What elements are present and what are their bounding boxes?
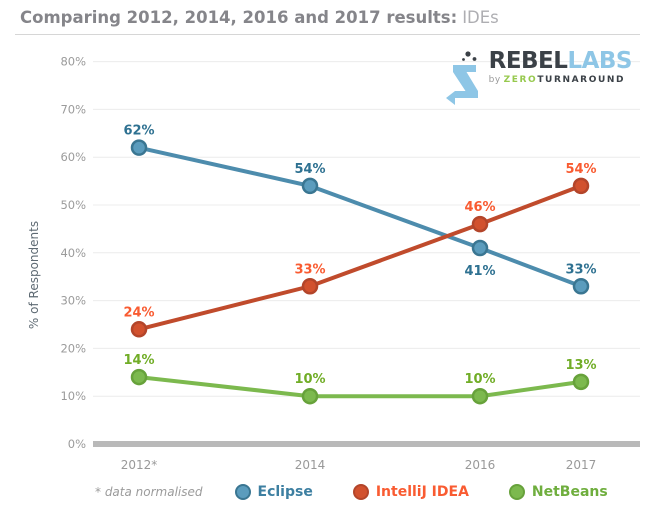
y-tick-label-40: 40% <box>60 246 86 260</box>
point-label-netbeans-2016: 10% <box>464 372 495 387</box>
data-normalised-footnote: * data normalised <box>95 485 203 499</box>
legend-marker-eclipse <box>234 484 251 500</box>
y-tick-label-20: 20% <box>60 341 86 355</box>
point-label-intellij-idea-2017: 54% <box>565 162 596 177</box>
point-label-intellij-idea-2012-: 24% <box>123 305 154 320</box>
x-tick-label-2012-: 2012* <box>121 458 158 472</box>
rebellabs-logo: REBELLABS by ZEROTURNAROUND <box>442 48 632 106</box>
point-label-eclipse-2017: 33% <box>565 262 596 277</box>
y-tick-label-30: 30% <box>60 294 86 308</box>
data-point-intellij-idea-2017 <box>572 177 590 195</box>
y-tick-label-10: 10% <box>60 389 86 403</box>
page-title-suffix: IDEs <box>462 8 499 27</box>
legend-item-eclipse: Eclipse <box>234 484 313 500</box>
x-tick-label-2017: 2017 <box>566 458 597 472</box>
point-label-intellij-idea-2014: 33% <box>294 262 325 277</box>
data-point-netbeans-2012- <box>130 368 148 386</box>
data-point-intellij-idea-2014 <box>301 278 319 295</box>
series-line-eclipse <box>137 145 583 289</box>
point-label-netbeans-2012-: 14% <box>123 353 154 368</box>
data-point-eclipse-2014 <box>301 177 319 195</box>
legend-label-eclipse: Eclipse <box>257 484 313 500</box>
legend-marker-intellij-idea <box>352 484 369 500</box>
series-line-intellij-idea <box>137 183 583 332</box>
page-title: Comparing 2012, 2014, 2016 and 2017 resu… <box>20 8 458 27</box>
data-point-eclipse-2012- <box>130 139 148 156</box>
data-point-eclipse-2017 <box>572 278 590 295</box>
y-tick-label-80: 80% <box>60 55 86 69</box>
point-label-eclipse-2014: 54% <box>294 162 325 177</box>
legend-item-intellij-idea: IntelliJ IDEA <box>352 484 469 500</box>
rebellabs-brand: REBELLABS <box>488 48 633 74</box>
x-tick-label-2014: 2014 <box>295 458 326 472</box>
y-tick-label-60: 60% <box>60 150 86 164</box>
zeroturnaround-byline: by ZEROTURNAROUND <box>489 75 632 85</box>
data-point-netbeans-2017 <box>572 373 590 391</box>
point-label-eclipse-2012-: 62% <box>123 124 154 139</box>
data-point-intellij-idea-2012- <box>130 321 148 338</box>
rebellabs-z-icon <box>445 51 478 105</box>
point-label-netbeans-2017: 13% <box>565 358 596 373</box>
brand-labs: LABS <box>567 48 632 74</box>
chart-legend: * data normalised Eclipse IntelliJ IDEA … <box>95 484 648 500</box>
point-label-eclipse-2016: 41% <box>464 264 495 279</box>
series-line-netbeans <box>137 375 583 399</box>
point-label-intellij-idea-2016: 46% <box>464 200 495 215</box>
chart-header: Comparing 2012, 2014, 2016 and 2017 resu… <box>15 0 640 35</box>
data-point-netbeans-2016 <box>471 387 489 405</box>
data-point-intellij-idea-2016 <box>471 215 489 233</box>
point-label-netbeans-2014: 10% <box>294 372 325 387</box>
byline-zero: ZERO <box>503 75 538 85</box>
legend-label-netbeans: NetBeans <box>531 484 608 500</box>
data-point-eclipse-2016 <box>471 239 489 257</box>
byline-turnaround: TURNAROUND <box>537 75 626 85</box>
byline-by: by <box>488 75 501 85</box>
legend-marker-netbeans <box>508 484 525 500</box>
legend-item-netbeans: NetBeans <box>508 484 608 500</box>
data-point-netbeans-2014 <box>301 387 319 405</box>
x-axis-baseline <box>93 441 640 447</box>
y-axis-title: % of Respondents <box>27 221 41 329</box>
brand-rebel: REBEL <box>488 48 568 74</box>
y-tick-label-70: 70% <box>60 102 86 116</box>
y-tick-label-0: 0% <box>68 437 86 451</box>
rebellabs-wordmark: REBELLABS by ZEROTURNAROUND <box>488 48 633 85</box>
x-tick-label-2016: 2016 <box>465 458 496 472</box>
legend-label-intellij-idea: IntelliJ IDEA <box>375 484 469 500</box>
y-tick-label-50: 50% <box>60 198 86 212</box>
